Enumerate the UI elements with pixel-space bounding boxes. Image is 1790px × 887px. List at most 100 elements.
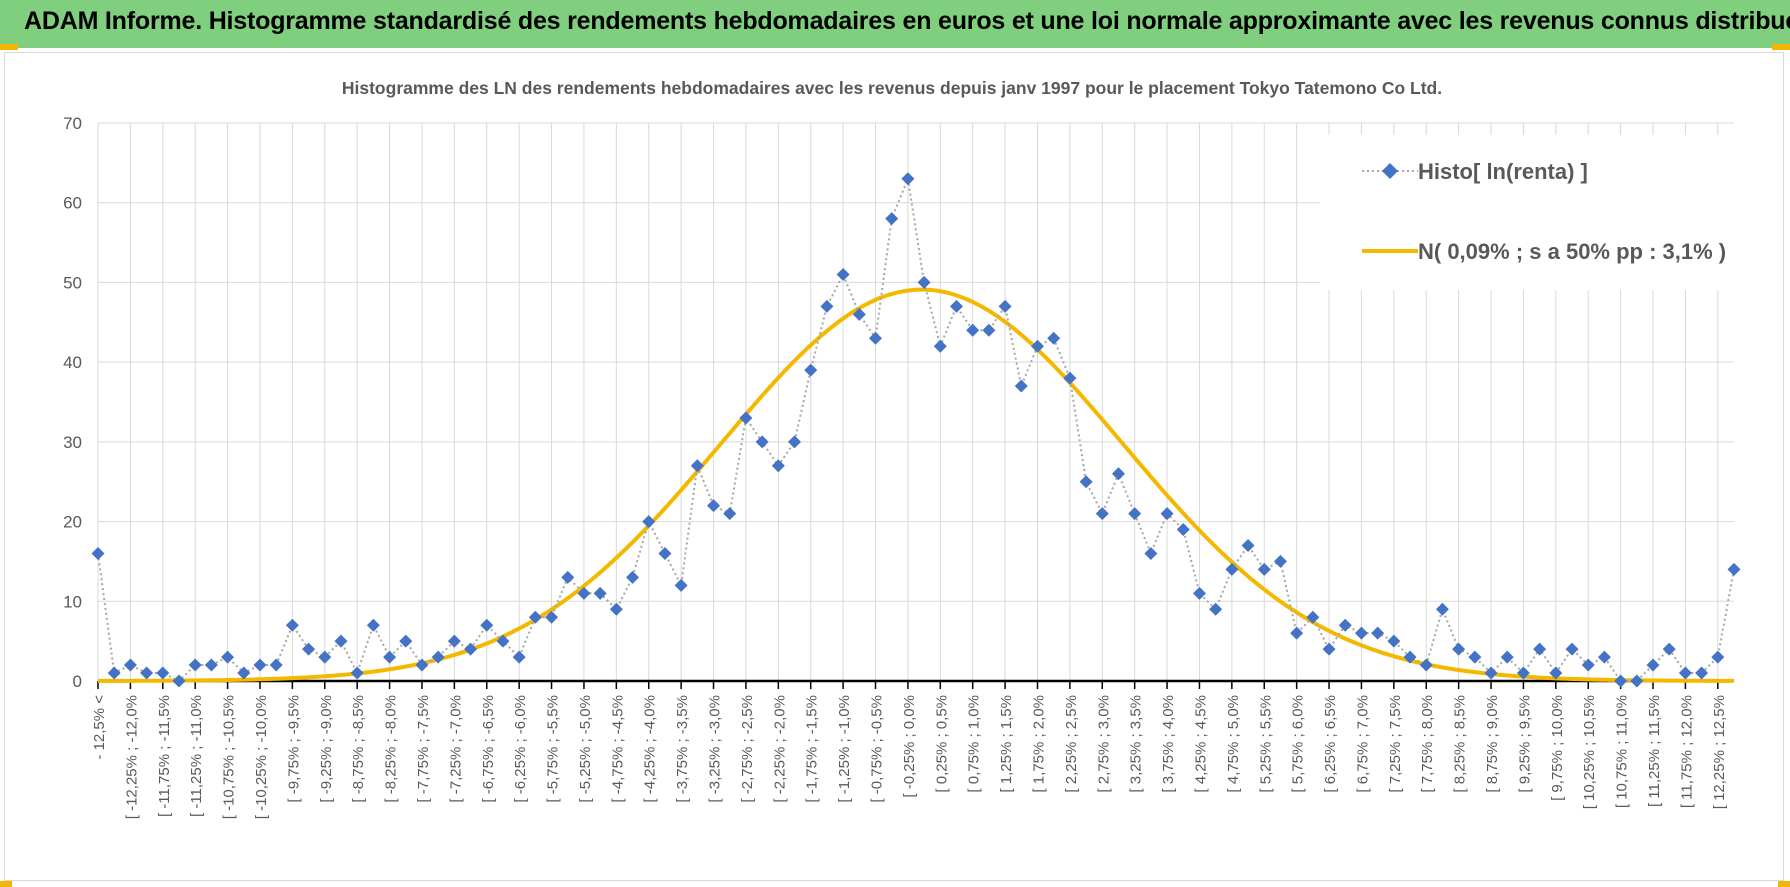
histogram-point	[334, 634, 348, 648]
x-tick-label: [ -6,75% ; -6,5%	[480, 695, 497, 803]
x-tick-label: [ -2,25% ; -2,0%	[771, 695, 788, 803]
legend-histo-marker	[1382, 163, 1398, 179]
histogram-point	[172, 674, 186, 688]
histogram-point	[674, 578, 688, 592]
histogram-point	[1387, 634, 1401, 648]
histogram-point	[496, 634, 510, 648]
histogram-point	[123, 658, 137, 672]
x-tick-label: [ 0,25% ; 0,5%	[933, 695, 950, 793]
histogram-point	[626, 570, 640, 584]
histogram-point	[350, 666, 364, 680]
y-tick-label: 60	[63, 194, 82, 213]
grid-lines	[97, 122, 1734, 683]
x-tick-label: [ 9,25% ; 9,5%	[1516, 695, 1533, 793]
histogram-point	[1014, 379, 1028, 393]
histogram-point	[1371, 626, 1385, 640]
x-tick-label: [ 4,25% ; 4,5%	[1192, 695, 1209, 793]
x-tick-label: [ -8,25% ; -8,0%	[383, 695, 400, 803]
x-tick-label: [ 10,75% ; 11,0%	[1614, 695, 1631, 808]
histogram-point	[1063, 371, 1077, 385]
histogram-point	[1435, 602, 1449, 616]
histogram-point	[1403, 650, 1417, 664]
histogram-point	[1306, 610, 1320, 624]
histogram-point	[755, 435, 769, 449]
x-tick-label: [ -8,75% ; -8,5%	[350, 695, 367, 803]
histogram-point	[836, 267, 850, 281]
histogram-point	[1160, 507, 1174, 521]
histogram-point	[545, 610, 559, 624]
histogram-point	[1128, 507, 1142, 521]
x-tick-label: [ -0,25% ; 0,0%	[901, 695, 918, 798]
x-tick-label: [ -4,25% ; -4,0%	[642, 695, 659, 803]
histogram-point	[431, 650, 445, 664]
x-tick-label: [ 3,25% ; 3,5%	[1128, 695, 1145, 793]
x-tick-label: [ 7,25% ; 7,5%	[1387, 695, 1404, 793]
histogram-point	[1500, 650, 1514, 664]
histogram-point	[1727, 562, 1741, 576]
x-tick-label: [ 8,25% ; 8,5%	[1452, 695, 1469, 793]
histogram-point	[1597, 650, 1611, 664]
histogram-point	[901, 172, 915, 186]
histogram-point	[1533, 642, 1547, 656]
x-tick-label: [ -1,75% ; -1,5%	[804, 695, 821, 803]
histogram-point	[383, 650, 397, 664]
histogram-point	[253, 658, 267, 672]
histogram-point	[982, 323, 996, 337]
x-tick-label: [ -11,75% ; -11,5%	[156, 695, 173, 817]
histogram-point	[1549, 666, 1563, 680]
histogram-point	[512, 650, 526, 664]
histogram-point	[1079, 475, 1093, 489]
histogram-point	[788, 435, 802, 449]
histogram-point	[1711, 650, 1725, 664]
x-tick-label: [ 2,25% ; 2,5%	[1063, 695, 1080, 793]
histogram-point	[852, 307, 866, 321]
x-tick-label: [ 3,75% ; 4,0%	[1160, 695, 1177, 793]
histogram-point	[1257, 562, 1271, 576]
x-tick-label: [ -12,25% ; -12,0%	[123, 695, 140, 819]
normal-curve-layer	[98, 287, 1735, 683]
chart-title: Histogramme des LN des rendements hebdom…	[342, 78, 1442, 98]
histogram-point	[221, 650, 235, 664]
histogram-point	[1565, 642, 1579, 656]
histogram-point	[140, 666, 154, 680]
histogram-point	[949, 299, 963, 313]
histogram-point	[804, 363, 818, 377]
histogram-point	[1516, 666, 1530, 680]
legend-histo-label: Histo[ ln(renta) ]	[1418, 159, 1588, 184]
report-title: ADAM Informe. Histogramme standardisé de…	[24, 7, 1790, 35]
x-tick-label: [ 6,25% ; 6,5%	[1322, 695, 1339, 793]
histogram-point	[1630, 674, 1644, 688]
histogram-point	[269, 658, 283, 672]
histogram-point	[366, 618, 380, 632]
histogram-point	[237, 666, 251, 680]
histogram-point	[1225, 562, 1239, 576]
x-tick-label: [ 7,75% ; 8,0%	[1419, 695, 1436, 793]
histogram-point	[188, 658, 202, 672]
x-axis-ticks: - 12,5% < [ -12,25% ; -12,0% [ -11,75% ; -…	[91, 681, 1728, 819]
banner-accent-left	[0, 44, 18, 50]
histogram-point	[1273, 554, 1287, 568]
histogram-point	[1047, 331, 1061, 345]
histogram-point	[91, 546, 105, 560]
x-tick-label: [ 8,75% ; 9,0%	[1484, 695, 1501, 793]
histogram-point	[820, 299, 834, 313]
histogram-point	[1030, 339, 1044, 353]
chart-legend: Histo[ ln(renta) ] N( 0,09% ; s a 50% pp…	[1320, 135, 1760, 290]
x-tick-label: [ 1,75% ; 2,0%	[1030, 695, 1047, 793]
histogram-point	[577, 586, 591, 600]
x-tick-label: [ -6,25% ; -6,0%	[512, 695, 529, 803]
y-tick-label: 0	[73, 672, 82, 691]
x-tick-label: [ -7,75% ; -7,5%	[415, 695, 432, 803]
x-tick-label: [ -7,25% ; -7,0%	[447, 695, 464, 803]
y-tick-label: 30	[63, 433, 82, 452]
histogram-line	[97, 175, 1735, 683]
banner-accent-right	[1772, 44, 1790, 50]
histogram-point	[869, 331, 883, 345]
chart-frame	[4, 52, 1784, 881]
histogram-point	[771, 459, 785, 473]
x-tick-label: [ -9,25% ; -9,0%	[318, 695, 335, 803]
y-tick-label: 10	[63, 592, 82, 611]
histogram-point	[1209, 602, 1223, 616]
histogram-point	[1452, 642, 1466, 656]
histogram-point	[593, 586, 607, 600]
